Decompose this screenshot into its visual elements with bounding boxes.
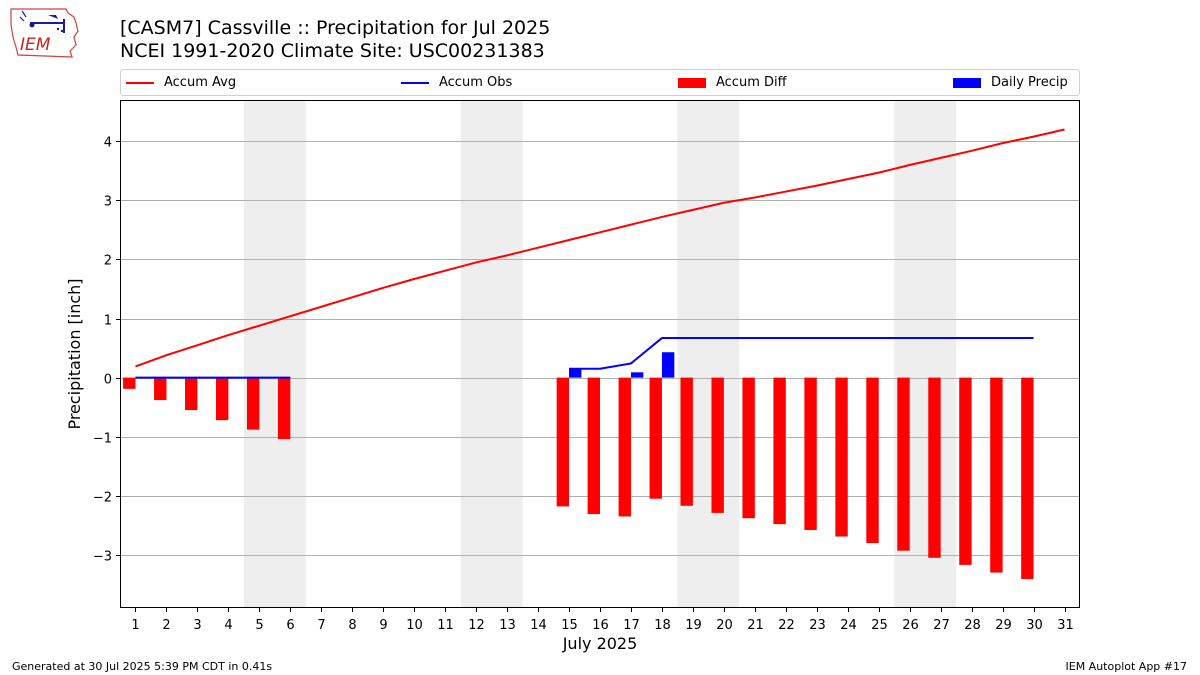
x-tick-label: 2: [162, 618, 170, 633]
accum-diff-bar: [185, 377, 198, 411]
x-tick-label: 14: [530, 618, 547, 633]
weekend-shade: [677, 100, 740, 608]
y-tick-label: 3: [104, 195, 112, 210]
x-tick-label: 23: [809, 618, 826, 633]
legend-label-accum-obs: Accum Obs: [439, 75, 513, 90]
accum-diff-bar: [649, 377, 662, 499]
legend-item-accum-obs: Accum Obs: [401, 70, 512, 95]
y-tick-label: 0: [104, 373, 112, 388]
chart-title: [CASM7] Cassville :: Precipitation for J…: [120, 17, 551, 39]
legend-item-daily-precip: Daily Precip: [953, 70, 1068, 95]
x-tick-label: 30: [1026, 618, 1043, 633]
legend-item-accum-avg: Accum Avg: [126, 70, 236, 95]
y-tick-label: 1: [104, 314, 112, 329]
x-tick-label: 19: [685, 618, 702, 633]
x-tick-label: 4: [224, 618, 232, 633]
accum-diff-bar: [866, 377, 879, 544]
x-tick-label: 1: [131, 618, 139, 633]
accum-diff-bar: [556, 377, 570, 507]
daily-precip-bar: [630, 372, 644, 378]
x-tick-label: 12: [468, 618, 485, 633]
x-tick-label: 15: [561, 618, 578, 633]
accum-diff-bar: [123, 377, 136, 389]
x-tick-label: 22: [778, 618, 795, 633]
iem-logo: IEM: [10, 8, 79, 58]
x-tick-label: 24: [840, 618, 857, 633]
daily-precip-bar: [661, 352, 675, 378]
y-axis-label: Precipitation [inch]: [65, 278, 84, 429]
x-tick-label: 6: [286, 618, 294, 633]
x-tick-label: 7: [317, 618, 325, 633]
plot-frame: [120, 100, 1080, 608]
x-tick-label: 21: [747, 618, 764, 633]
logo-text: IEM: [20, 35, 51, 55]
x-tick-label: 8: [348, 618, 356, 633]
chart-subtitle: NCEI 1991-2020 Climate Site: USC00231383: [120, 40, 545, 62]
x-tick-label: 20: [716, 618, 733, 633]
x-tick-label: 27: [933, 618, 950, 633]
x-tick-label: 16: [592, 618, 609, 633]
accum-diff-bar: [773, 377, 786, 525]
legend-label-accum-diff: Accum Diff: [716, 75, 787, 90]
accum-diff-bar: [959, 377, 972, 565]
legend-swatch-accum-avg: [126, 81, 154, 84]
y-tick-label: −3: [93, 550, 112, 565]
accum-diff-bar: [154, 377, 167, 401]
accum-diff-bar: [618, 377, 631, 517]
x-tick-label: 9: [379, 618, 387, 633]
legend-swatch-accum-obs: [401, 81, 429, 84]
x-tick-label: 29: [995, 618, 1012, 633]
legend-item-accum-diff: Accum Diff: [678, 70, 787, 95]
accum-diff-bar: [711, 377, 724, 513]
y-tick-label: 4: [104, 136, 112, 151]
x-tick-label: 10: [406, 618, 423, 633]
legend-label-daily-precip: Daily Precip: [991, 75, 1068, 90]
y-tick-label: −1: [93, 432, 112, 447]
daily-precip-bar: [569, 368, 582, 378]
x-tick-label: 11: [437, 618, 454, 633]
y-tick-label: −2: [93, 491, 112, 506]
accum-diff-bar: [928, 377, 941, 558]
x-tick-label: 26: [902, 618, 919, 633]
weekend-shade: [460, 100, 523, 608]
legend-swatch-accum-diff: [678, 77, 706, 88]
x-tick-label: 3: [193, 618, 201, 633]
x-tick-label: 31: [1057, 618, 1074, 633]
app-label: IEM Autoplot App #17: [1065, 660, 1188, 673]
x-tick-label: 13: [499, 618, 516, 633]
accum-diff-bar: [277, 377, 291, 440]
accum-diff-bar: [1021, 377, 1034, 580]
x-tick-label: 17: [623, 618, 640, 633]
accum-diff-bar: [835, 377, 848, 537]
accum-diff-bar: [216, 377, 229, 421]
x-axis-label: July 2025: [562, 634, 638, 653]
x-tick-label: 5: [255, 618, 263, 633]
accum-diff-bar: [742, 377, 755, 519]
legend-swatch-daily-precip: [953, 77, 981, 88]
x-tick-label: 25: [871, 618, 888, 633]
generated-timestamp: Generated at 30 Jul 2025 5:39 PM CDT in …: [12, 660, 273, 673]
accum-obs-line: [569, 337, 1034, 370]
weekend-shade: [243, 100, 306, 608]
legend-label-accum-avg: Accum Avg: [164, 75, 237, 90]
accum-avg-line: [135, 128, 1065, 368]
x-tick-label: 28: [964, 618, 981, 633]
accum-diff-bar: [680, 377, 693, 506]
accum-diff-bar: [804, 377, 817, 531]
chart-legend: Accum Avg Accum Obs Accum Diff Daily Pre…: [120, 69, 1080, 96]
accum-diff-bar: [587, 377, 600, 515]
x-tick-label: 18: [654, 618, 671, 633]
y-tick-label: 2: [104, 254, 112, 269]
accum-diff-bar: [246, 377, 260, 430]
accum-diff-bar: [990, 377, 1003, 573]
accum-diff-bar: [897, 377, 910, 551]
